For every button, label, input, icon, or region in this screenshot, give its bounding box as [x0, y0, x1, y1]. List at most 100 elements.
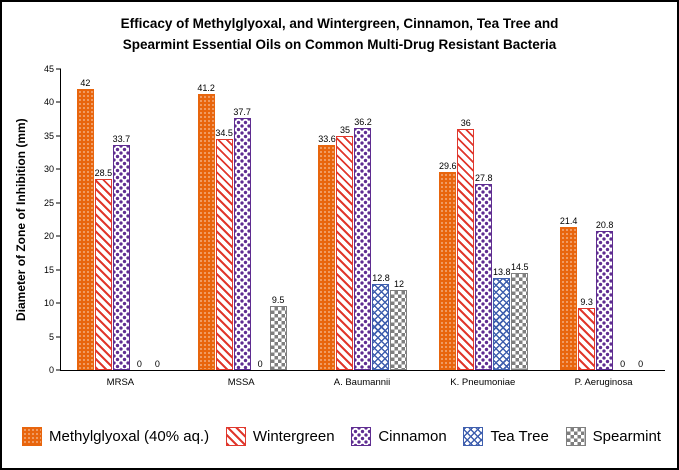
bar-slot: 33.7 — [112, 69, 130, 370]
bar-slot: 34.5 — [215, 69, 233, 370]
bar-slot: 35 — [336, 69, 354, 370]
chart-title: Efficacy of Methylglyoxal, and Wintergre… — [2, 14, 677, 56]
bar-value-label: 28.5 — [94, 168, 113, 179]
bar — [112, 144, 130, 370]
legend-swatch — [565, 427, 586, 446]
bar — [390, 289, 408, 370]
y-tick-label: 35 — [43, 130, 54, 141]
bar-value-label: 36 — [460, 118, 471, 129]
y-tick-mark — [56, 235, 61, 237]
y-tick-mark — [56, 168, 61, 170]
bar-value-label: 0 — [620, 359, 626, 369]
y-tick-mark — [56, 336, 61, 338]
bar — [475, 184, 493, 370]
legend-item: Cinnamon — [351, 427, 447, 446]
y-tick-mark — [56, 302, 61, 304]
bar — [457, 129, 475, 370]
bar — [439, 172, 457, 370]
legend-label: Tea Tree — [490, 428, 549, 445]
y-tick-label: 40 — [43, 97, 54, 108]
legend-swatch — [22, 427, 42, 446]
bar-value-label: 9.5 — [271, 295, 285, 306]
bar-group: 42 28.5 33.7 0 0 — [61, 69, 182, 370]
bar-slot: 9.3 — [578, 69, 596, 370]
bar-value-label: 37.7 — [233, 106, 251, 117]
bar-slot: 13.8 — [493, 69, 511, 370]
bar — [511, 273, 529, 370]
bar-slot: 21.4 — [560, 69, 578, 370]
legend-swatch — [351, 427, 372, 446]
y-tick-mark — [56, 68, 61, 70]
bar-slot: 33.6 — [318, 69, 336, 370]
bar-group: 29.6 36 27.8 13.8 14.5 — [423, 69, 544, 370]
chart-title-line2: Spearmint Essential Oils on Common Multi… — [122, 36, 557, 52]
y-tick-label: 10 — [43, 298, 54, 309]
bar-value-label: 0 — [154, 359, 160, 369]
bar-value-label: 0 — [136, 359, 142, 369]
bar — [596, 230, 614, 370]
x-axis-labels: MRSA MSSA A. Baumannii K. Pneumoniae P. Aeru… — [60, 377, 664, 388]
bar — [372, 284, 390, 370]
y-tick-label: 0 — [48, 365, 54, 375]
bar — [269, 306, 287, 370]
legend-label: Methylglyoxal (40% aq.) — [49, 428, 210, 445]
bar-slot: 41.2 — [197, 69, 215, 370]
bar — [233, 117, 251, 370]
bar-value-label: 33.7 — [112, 133, 131, 144]
bar-value-label: 42 — [80, 78, 91, 89]
y-tick-mark — [56, 101, 61, 103]
legend-item: Spearmint — [565, 427, 661, 446]
y-tick-label: 5 — [48, 331, 54, 342]
bar-value-label: 29.6 — [439, 161, 457, 172]
bar-slot: 12 — [390, 69, 408, 370]
bar — [94, 179, 112, 370]
bar-value-label: 20.8 — [595, 219, 614, 230]
y-tick-mark — [56, 135, 61, 137]
bar-value-label: 34.5 — [215, 128, 233, 139]
bar-value-label: 35 — [339, 124, 350, 135]
bar-slot: 37.7 — [233, 69, 251, 370]
bar-group: 21.4 9.3 20.8 0 0 — [544, 69, 665, 370]
bar-slot: 28.5 — [94, 69, 112, 370]
x-category-label: MRSA — [106, 377, 135, 388]
bar-value-label: 9.3 — [580, 296, 593, 307]
bar-slot: 9.5 — [269, 69, 287, 370]
bar-slot: 0 — [614, 69, 632, 370]
bar-group: 33.6 35 36.2 12.8 12 — [303, 69, 424, 370]
bar-slot: 27.8 — [475, 69, 493, 370]
legend-label: Cinnamon — [378, 428, 447, 445]
bar-value-label: 41.2 — [197, 83, 215, 94]
bar — [215, 139, 233, 370]
legend-item: Wintergreen — [225, 427, 335, 446]
x-category-label: K. Pneumoniae — [450, 377, 516, 388]
x-category-label: A. Baumannii — [333, 377, 391, 388]
bar-value-label: 33.6 — [318, 134, 336, 145]
bar — [76, 89, 94, 370]
bar-groups: 42 28.5 33.7 0 0 41.2 34.5 37.7 0 9.5 33.6 35 36.2 12… — [61, 69, 665, 370]
bar-slot: 36 — [457, 69, 475, 370]
x-category-label: MSSA — [227, 377, 255, 388]
y-tick-mark — [56, 269, 61, 271]
bar — [318, 145, 336, 370]
y-axis-title: Diameter of Zone of Inhibition (mm) — [14, 118, 28, 321]
legend-label: Wintergreen — [252, 428, 335, 445]
bar-slot: 20.8 — [596, 69, 614, 370]
legend: Methylglyoxal (40% aq.) Wintergreen Cinnam… — [22, 427, 661, 446]
plot-area: 42 28.5 33.7 0 0 41.2 34.5 37.7 0 9.5 33.6 35 36.2 12… — [44, 64, 665, 375]
legend-swatch — [225, 427, 246, 446]
bar-slot: 42 — [76, 69, 94, 370]
bar-value-label: 0 — [257, 359, 263, 369]
bar-value-label: 12 — [393, 278, 404, 289]
bar-slot: 36.2 — [354, 69, 372, 370]
y-tick-mark — [56, 369, 61, 371]
y-tick-label: 45 — [43, 64, 54, 74]
bar-value-label: 12.8 — [372, 273, 390, 284]
y-tick-label: 15 — [43, 264, 54, 275]
bar-value-label: 0 — [638, 359, 644, 369]
bar-value-label: 14.5 — [511, 262, 529, 273]
bar-slot: 0 — [632, 69, 650, 370]
legend-swatch — [463, 427, 484, 446]
bar-slot: 0 — [130, 69, 148, 370]
bar — [493, 277, 511, 370]
